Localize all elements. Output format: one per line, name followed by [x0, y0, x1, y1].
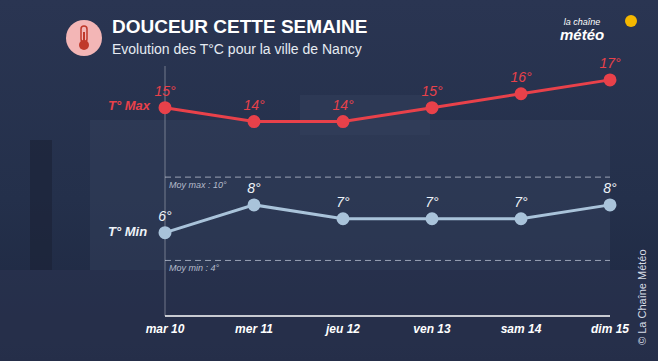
svg-text:8°: 8°: [247, 180, 261, 196]
svg-text:14°: 14°: [332, 97, 354, 113]
svg-text:7°: 7°: [425, 194, 439, 210]
svg-text:Moy max : 10°: Moy max : 10°: [169, 180, 227, 190]
html-text:Evolution des T°C pour la vill: Evolution des T°C pour la ville de Nancy: [112, 41, 362, 57]
svg-text:7°: 7°: [336, 194, 350, 210]
svg-text:jeu 12: jeu 12: [324, 322, 360, 336]
html-text:T° Min: T° Min: [108, 224, 148, 239]
svg-text:dim 15: dim 15: [591, 322, 629, 336]
svg-text:15°: 15°: [421, 83, 443, 99]
svg-text:6°: 6°: [158, 208, 172, 224]
svg-text:ven 13: ven 13: [413, 322, 451, 336]
svg-text:Moy min : 4°: Moy min : 4°: [169, 263, 220, 273]
svg-text:sam 14: sam 14: [501, 322, 542, 336]
html-text:météo: météo: [560, 26, 605, 43]
svg-text:14°: 14°: [243, 97, 265, 113]
svg-text:7°: 7°: [514, 194, 528, 210]
svg-text:mer 11: mer 11: [235, 322, 273, 336]
html-text:© La Chaîne Météo: © La Chaîne Météo: [636, 249, 648, 345]
svg-text:17°: 17°: [599, 55, 621, 71]
svg-text:16°: 16°: [510, 69, 532, 85]
html-text:DOUCEUR CETTE SEMAINE: DOUCEUR CETTE SEMAINE: [112, 16, 368, 37]
svg-text:mar 10: mar 10: [146, 322, 185, 336]
svg-text:8°: 8°: [603, 180, 617, 196]
html-text:T° Max: T° Max: [108, 98, 150, 113]
html-text:la chaîne: la chaîne: [563, 17, 601, 27]
svg-text:15°: 15°: [154, 83, 176, 99]
